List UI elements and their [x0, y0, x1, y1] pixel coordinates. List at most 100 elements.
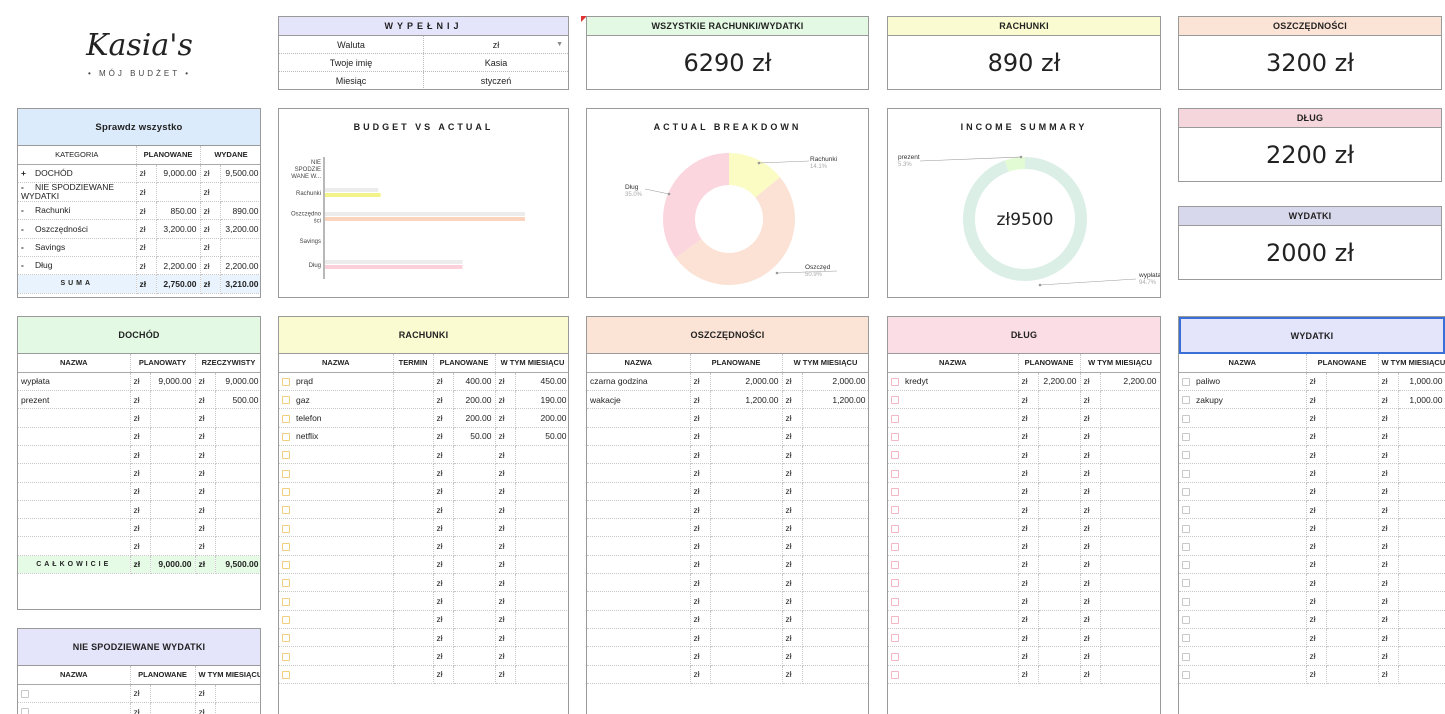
planned-cell[interactable] [453, 646, 496, 666]
name-cell[interactable] [888, 573, 1019, 593]
planned-cell[interactable] [710, 445, 783, 465]
planned-cell[interactable] [1326, 482, 1379, 501]
planned-cell[interactable] [710, 408, 783, 428]
planned-cell[interactable] [1326, 408, 1379, 428]
actual-cell[interactable] [802, 591, 868, 611]
due-cell[interactable] [393, 573, 434, 593]
checkbox[interactable] [891, 506, 899, 515]
due-cell[interactable] [393, 390, 434, 410]
planned-cell[interactable] [1038, 628, 1081, 648]
actual-cell[interactable] [1398, 500, 1445, 520]
actual-cell[interactable] [515, 555, 568, 575]
planned-cell[interactable] [453, 555, 496, 575]
name-cell[interactable] [587, 445, 691, 465]
planned-cell[interactable] [1326, 573, 1379, 593]
actual-cell[interactable] [1100, 610, 1160, 629]
name-cell[interactable]: paliwo [1179, 372, 1307, 392]
actual-cell[interactable] [802, 408, 868, 428]
planned-cell[interactable] [150, 500, 196, 520]
name-cell[interactable] [1179, 408, 1307, 428]
name-cell[interactable] [279, 463, 394, 483]
actual-cell[interactable] [515, 610, 568, 629]
due-cell[interactable] [393, 427, 434, 446]
actual-cell[interactable] [515, 573, 568, 593]
planned-cell[interactable] [150, 702, 196, 714]
actual-cell[interactable] [1100, 665, 1160, 684]
actual-cell[interactable] [802, 463, 868, 483]
planned-cell[interactable] [453, 445, 496, 465]
planned-cell[interactable] [1326, 628, 1379, 648]
checkbox[interactable] [1182, 670, 1190, 679]
actual-cell[interactable] [215, 445, 260, 465]
actual-cell[interactable] [802, 610, 868, 629]
checkbox[interactable] [891, 652, 899, 661]
name-cell[interactable] [587, 500, 691, 520]
checkbox[interactable] [891, 561, 899, 570]
actual-cell[interactable] [215, 427, 260, 446]
checkbox[interactable] [282, 433, 290, 442]
name-cell[interactable] [18, 684, 131, 704]
checkbox[interactable] [1182, 451, 1190, 460]
planned-cell[interactable] [710, 518, 783, 538]
due-cell[interactable] [393, 372, 434, 392]
planned-cell[interactable] [453, 482, 496, 501]
actual-cell[interactable] [515, 463, 568, 483]
planned-cell[interactable] [710, 591, 783, 611]
planned-cell[interactable]: 200.00 [453, 408, 496, 428]
actual-cell[interactable] [215, 500, 260, 520]
actual-cell[interactable] [515, 628, 568, 648]
actual-cell[interactable] [1100, 445, 1160, 465]
name-cell[interactable] [279, 628, 394, 648]
planned-cell[interactable] [710, 427, 783, 446]
planned-cell[interactable] [150, 463, 196, 483]
expenses-title[interactable]: WYDATKI [1179, 317, 1445, 354]
planned-cell[interactable] [150, 390, 196, 410]
actual-cell[interactable] [802, 536, 868, 556]
actual-cell[interactable] [1100, 390, 1160, 410]
planned-cell[interactable] [1038, 445, 1081, 465]
due-cell[interactable] [393, 628, 434, 648]
name-cell[interactable] [1179, 445, 1307, 465]
name-cell[interactable] [18, 408, 131, 428]
due-cell[interactable] [393, 591, 434, 611]
actual-cell[interactable] [1100, 482, 1160, 501]
name-cell[interactable] [279, 482, 394, 501]
name-cell[interactable] [1179, 591, 1307, 611]
planned-cell[interactable] [1326, 427, 1379, 446]
name-cell[interactable] [587, 482, 691, 501]
name-cell[interactable] [587, 610, 691, 629]
month-input[interactable]: styczeń [480, 76, 512, 86]
planned-cell[interactable] [1326, 591, 1379, 611]
planned-cell[interactable] [1326, 372, 1379, 392]
planned-cell[interactable] [710, 573, 783, 593]
planned-cell[interactable] [1038, 555, 1081, 575]
checkbox[interactable] [891, 433, 899, 442]
planned-cell[interactable]: 9,000.00 [150, 372, 196, 392]
actual-cell[interactable]: 2,200.00 [1100, 372, 1160, 392]
planned-cell[interactable] [453, 518, 496, 538]
actual-cell[interactable] [515, 500, 568, 520]
actual-cell[interactable] [515, 591, 568, 611]
actual-cell[interactable] [515, 445, 568, 465]
actual-cell[interactable] [1398, 536, 1445, 556]
checkbox[interactable] [891, 469, 899, 478]
planned-cell[interactable] [1326, 610, 1379, 629]
checkbox[interactable] [282, 414, 290, 423]
checkbox[interactable] [891, 414, 899, 423]
name-cell[interactable] [587, 536, 691, 556]
name-cell[interactable] [1179, 610, 1307, 629]
name-cell[interactable] [1179, 628, 1307, 648]
planned-cell[interactable]: 2,000.00 [710, 372, 783, 392]
checkbox[interactable] [282, 506, 290, 515]
checkbox[interactable] [1182, 561, 1190, 570]
actual-cell[interactable] [1398, 427, 1445, 446]
checkbox[interactable] [1182, 542, 1190, 551]
planned-cell[interactable] [150, 482, 196, 501]
checkbox[interactable] [1182, 524, 1190, 533]
name-cell[interactable] [279, 500, 394, 520]
actual-cell[interactable]: 50.00 [515, 427, 568, 446]
actual-cell[interactable] [1100, 427, 1160, 446]
name-cell[interactable] [18, 482, 131, 501]
due-cell[interactable] [393, 408, 434, 428]
checkbox[interactable] [891, 597, 899, 606]
